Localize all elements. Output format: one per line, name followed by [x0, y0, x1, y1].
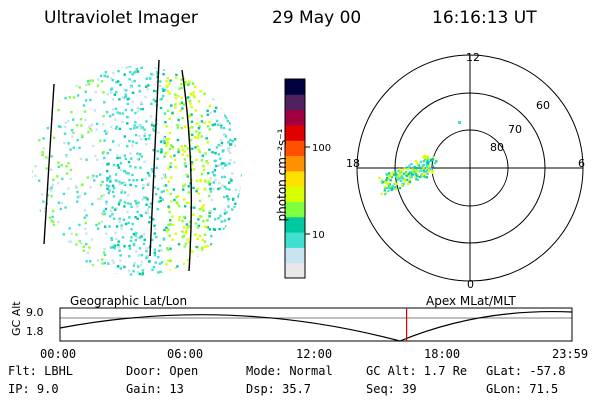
- glat-readout: GLat: -57.8: [486, 364, 566, 378]
- colorbar-tick-10: 10: [312, 230, 325, 241]
- polar-aurora-speckle: [378, 121, 461, 196]
- seq-readout: Seq: 39: [366, 382, 417, 396]
- colorbar-unit-label: photon cm⁻²s⁻¹: [275, 128, 289, 222]
- dsp-readout: Dsp: 35.7: [246, 382, 312, 396]
- colorbar-gradient: [285, 79, 305, 279]
- lat-label-80: 80: [490, 141, 504, 154]
- timeline-ytick-9: 9.0: [26, 306, 44, 319]
- date-label: 29 May 00: [272, 8, 362, 28]
- gain-readout: Gain: 13: [126, 382, 184, 396]
- timeline-ytick-1-8: 1.8: [26, 325, 44, 338]
- mlt-label-0: 0: [467, 278, 474, 291]
- mlt-label-18: 18: [346, 157, 360, 170]
- mlt-label-6: 6: [578, 157, 585, 170]
- door-readout: Door: Open: [126, 364, 199, 378]
- glon-readout: GLon: 71.5: [486, 382, 559, 396]
- time-label: 16:16:13 UT: [432, 8, 537, 28]
- gc-alt-readout: GC Alt: 1.7 Re: [366, 364, 468, 378]
- colorbar-tick-100: 100: [312, 143, 331, 154]
- ip-readout: IP: 9.0: [8, 382, 59, 396]
- polar-mlat-mlt-plot: 12 18 6 0 60 70 80: [346, 51, 585, 291]
- polar-panel-label: Apex MLat/MLT: [426, 294, 516, 308]
- longitude-lines: [43, 59, 193, 272]
- geographic-image-panel: [32, 59, 242, 276]
- xtick-1200: 12:00: [296, 347, 333, 361]
- mode-readout: Mode: Normal: [246, 364, 333, 378]
- lat-label-60: 60: [536, 99, 550, 112]
- lat-label-70: 70: [508, 123, 522, 136]
- orbit-altitude-timeline: GC Alt 9.0 1.8: [10, 301, 573, 342]
- filter-readout: Flt: LBHL: [8, 364, 74, 378]
- xtick-0000: 00:00: [40, 347, 77, 361]
- xtick-0600: 06:00: [167, 347, 204, 361]
- timeline-ylabel: GC Alt: [10, 301, 23, 336]
- xtick-2359: 23:59: [552, 347, 589, 361]
- colorbar: 100 10: [284, 78, 331, 279]
- aurora-image-speckle: [32, 66, 242, 276]
- geo-panel-label: Geographic Lat/Lon: [70, 294, 188, 308]
- mlt-label-12: 12: [466, 51, 480, 64]
- xtick-1800: 18:00: [424, 347, 461, 361]
- instrument-title: Ultraviolet Imager: [44, 8, 198, 28]
- altitude-curve: [59, 311, 573, 342]
